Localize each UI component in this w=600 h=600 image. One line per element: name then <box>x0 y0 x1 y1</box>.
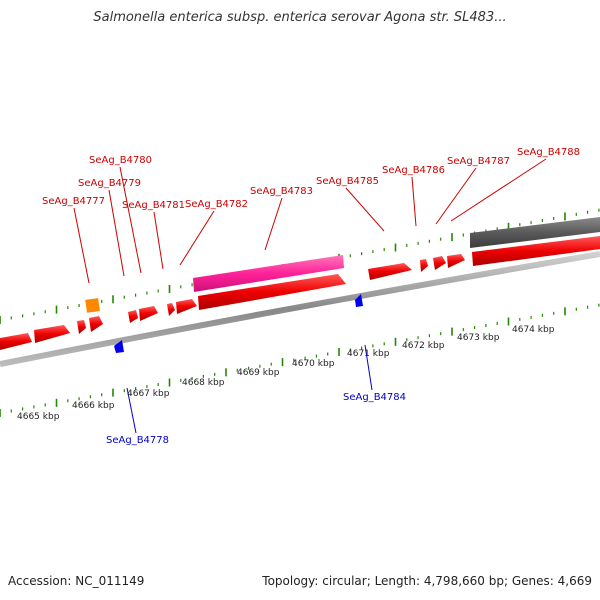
feature-orange-square[interactable] <box>85 298 100 313</box>
label-leader-line <box>435 167 477 225</box>
gene-label-seag-b4780[interactable]: SeAg_B4780 <box>89 155 152 166</box>
map-title: Salmonella enterica subsp. enterica sero… <box>93 10 507 25</box>
genes-label: Genes: <box>511 574 554 588</box>
feature-pink-rrna[interactable] <box>193 255 344 292</box>
cds-arrow[interactable] <box>128 310 138 323</box>
cds-arrow[interactable] <box>447 254 465 268</box>
accession-info: Accession: NC_011149 <box>8 574 144 588</box>
cds-arrow[interactable] <box>472 236 600 266</box>
feature-blue-arrow-b4784[interactable] <box>355 294 363 307</box>
genes-value: 4,669 <box>557 574 592 588</box>
accession-value: NC_011149 <box>75 574 145 588</box>
gene-label-seag-b4786[interactable]: SeAg_B4786 <box>382 165 445 176</box>
label-leader-line <box>264 197 283 251</box>
ruler-label: 4666 kbp <box>72 401 115 411</box>
genome-stats: Topology: circular; Length: 4,798,660 bp… <box>262 574 592 588</box>
length-label: Length: <box>374 574 421 588</box>
gene-label-seag-b4785[interactable]: SeAg_B4785 <box>316 176 379 187</box>
ruler-label: 4674 kbp <box>512 325 555 335</box>
cds-arrow[interactable] <box>89 316 103 332</box>
cds-arrow[interactable] <box>420 259 428 272</box>
length-value: 4,798,660 bp <box>423 574 504 588</box>
gene-label-seag-b4778[interactable]: SeAg_B4778 <box>106 435 169 446</box>
ruler-label: 4669 kbp <box>237 368 280 378</box>
cds-arrow[interactable] <box>34 325 70 343</box>
gene-label-seag-b4788[interactable]: SeAg_B4788 <box>517 147 580 158</box>
cds-arrow[interactable] <box>167 303 175 316</box>
label-leader-line <box>73 207 90 284</box>
cds-arrow[interactable] <box>368 263 412 280</box>
ruler-labels: 4665 kbp 4666 kbp 4667 kbp 4668 kbp 4669 kbp… <box>17 325 555 422</box>
label-leader-line <box>450 158 547 222</box>
label-leader-line <box>119 166 142 274</box>
label-leader-line <box>364 344 373 391</box>
label-leader-line <box>345 187 385 232</box>
label-leader-line <box>108 189 125 277</box>
gene-label-seag-b4784[interactable]: SeAg_B4784 <box>343 392 406 403</box>
gene-label-seag-b4781[interactable]: SeAg_B4781 <box>122 200 185 211</box>
gene-label-seag-b4777[interactable]: SeAg_B4777 <box>42 196 105 207</box>
cds-arrow[interactable] <box>77 320 86 334</box>
ruler-label: 4670 kbp <box>292 359 335 369</box>
genome-backbone <box>0 251 600 367</box>
ruler-label: 4668 kbp <box>182 378 225 388</box>
feature-blue-arrow-b4778[interactable] <box>114 340 124 353</box>
feature-gray-block[interactable] <box>470 217 600 248</box>
label-leader-line <box>153 211 164 270</box>
cds-arrow[interactable] <box>433 256 446 270</box>
cds-arrow[interactable] <box>176 299 197 314</box>
feature-track[interactable] <box>0 217 600 353</box>
ruler-label: 4667 kbp <box>127 389 170 399</box>
ruler-label: 4665 kbp <box>17 412 60 422</box>
gene-label-seag-b4779[interactable]: SeAg_B4779 <box>78 178 141 189</box>
gene-label-seag-b4787[interactable]: SeAg_B4787 <box>447 156 510 167</box>
gene-labels: SeAg_B4777 SeAg_B4779 SeAg_B4780 SeAg_B4781… <box>42 147 580 446</box>
cds-arrow[interactable] <box>139 306 158 321</box>
cds-arrow-large[interactable] <box>198 274 346 310</box>
topology-value: circular <box>322 574 367 588</box>
backbone-line <box>0 251 600 367</box>
gene-label-seag-b4783[interactable]: SeAg_B4783 <box>250 186 313 197</box>
accession-label: Accession: <box>8 574 72 588</box>
label-leader-line <box>411 176 417 227</box>
cds-arrow[interactable] <box>0 333 32 350</box>
gene-label-seag-b4782[interactable]: SeAg_B4782 <box>185 199 248 210</box>
label-leader-line <box>179 210 215 266</box>
topology-label: Topology: <box>262 574 319 588</box>
ruler-label: 4671 kbp <box>347 349 390 359</box>
ruler-label: 4673 kbp <box>457 333 500 343</box>
label-leader-line <box>126 387 137 434</box>
ruler-label: 4672 kbp <box>402 341 445 351</box>
